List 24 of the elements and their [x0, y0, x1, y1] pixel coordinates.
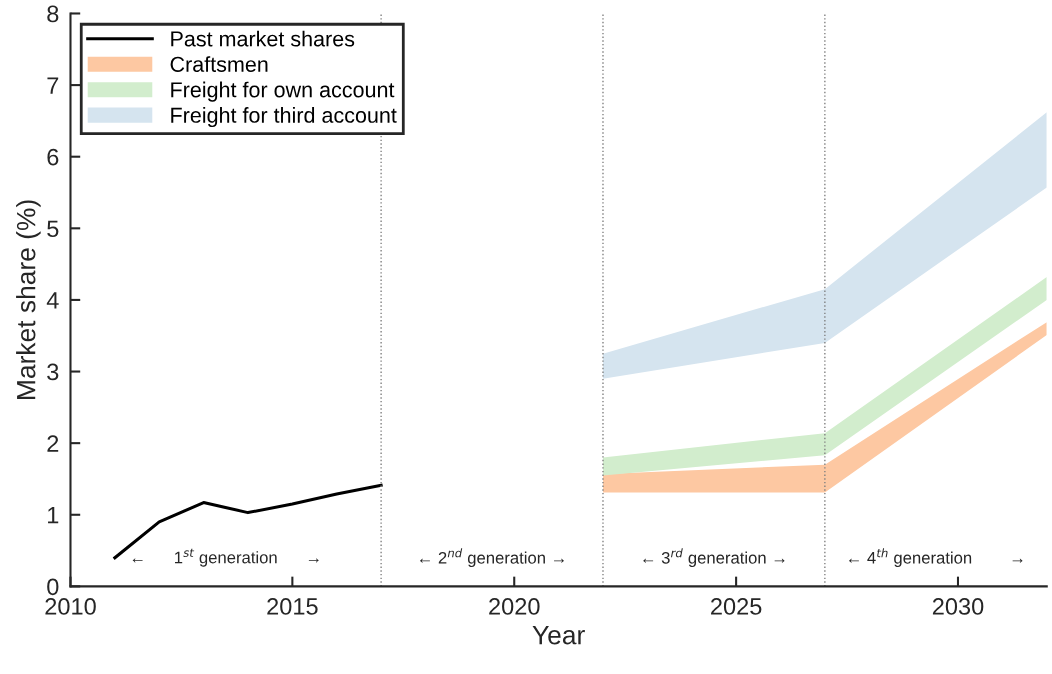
- legend-label: Freight for third account: [171, 107, 397, 128]
- annotation: ← 1$^{st}$ generation →: [132, 548, 319, 567]
- annotation: ← 2$^{nd}$ generation →: [420, 548, 564, 568]
- x-tick-label: 2015: [267, 598, 318, 615]
- x-tick-label: 2010: [45, 598, 96, 615]
- x-tick-label: 2030: [932, 598, 984, 615]
- legend-label: Past market shares: [171, 30, 355, 47]
- y-axis-title: Market share (%): [16, 200, 41, 399]
- x-tick-label: 2020: [489, 598, 540, 615]
- y-tick-label: 1: [48, 507, 59, 524]
- annotation: ← 4$^{th}$ generation →: [849, 548, 1023, 568]
- legend-label: Freight for own account: [171, 81, 395, 102]
- y-tick-label: 6: [47, 148, 59, 166]
- x-tick-label: 2025: [711, 598, 762, 615]
- y-tick-label: 3: [47, 363, 59, 381]
- y-tick-label: 0: [47, 578, 59, 596]
- legend-label: Craftsmen: [170, 56, 268, 72]
- y-tick-label: 8: [47, 5, 59, 23]
- y-tick-label: 2: [47, 435, 59, 452]
- y-tick-label: 4: [46, 292, 59, 309]
- y-tick-label: 7: [47, 77, 59, 94]
- y-tick-label: 5: [47, 220, 59, 238]
- annotation: ← 3$^{rd}$ generation →: [643, 548, 785, 568]
- x-axis-title: Year: [532, 626, 585, 645]
